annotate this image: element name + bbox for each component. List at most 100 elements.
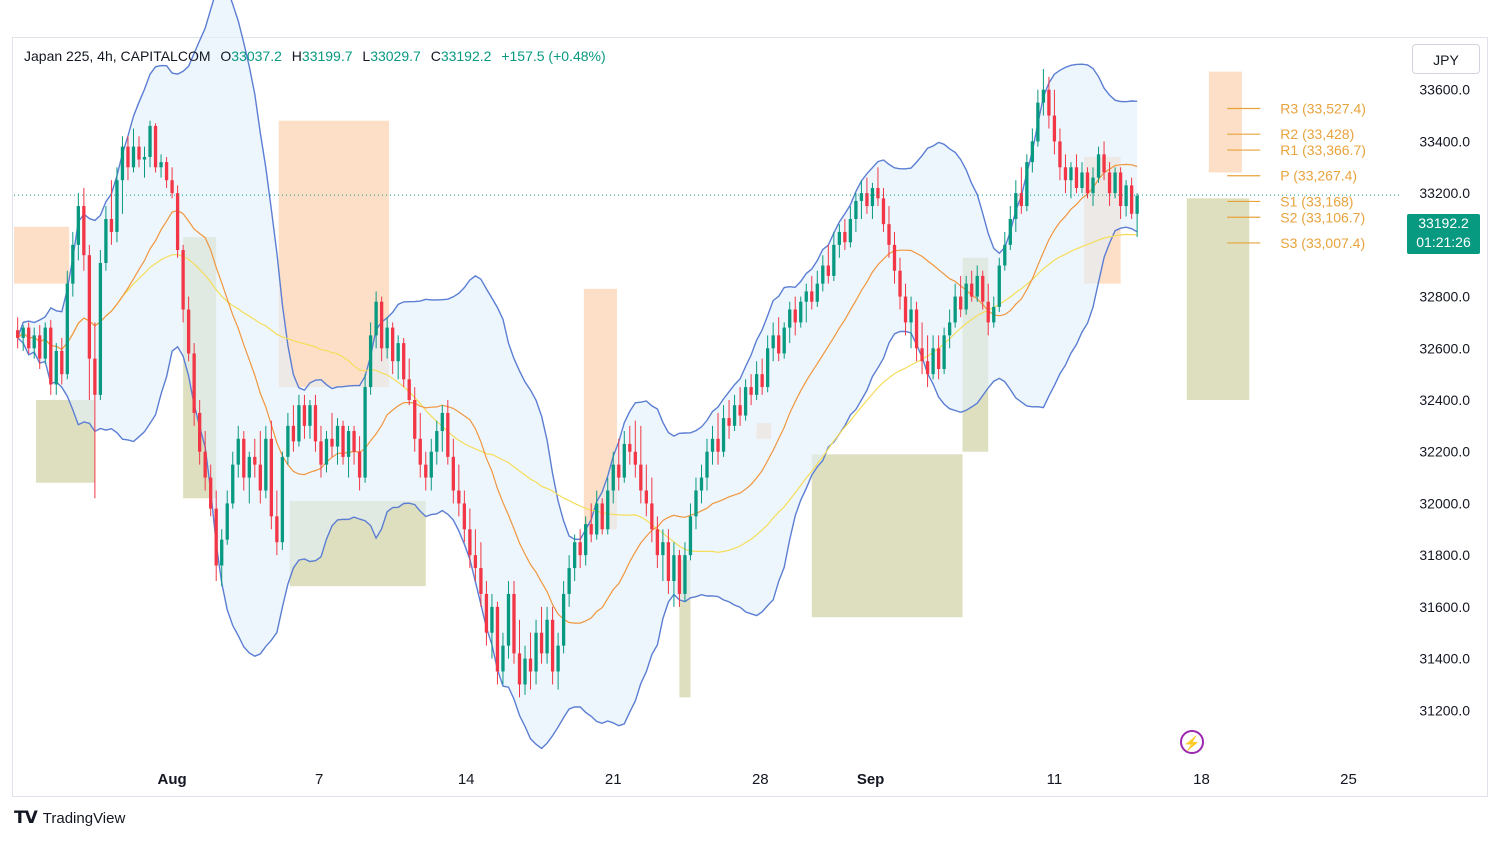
candle bbox=[109, 180, 114, 245]
candle-body bbox=[578, 542, 582, 556]
candle bbox=[98, 250, 103, 400]
candle bbox=[997, 257, 1001, 313]
candle-body bbox=[545, 619, 549, 654]
candle-body bbox=[804, 291, 808, 302]
candle-body bbox=[584, 524, 588, 556]
candle-body bbox=[528, 658, 533, 672]
candle bbox=[705, 438, 709, 491]
currency-button[interactable]: JPY bbox=[1412, 44, 1480, 74]
time-tick-label: Sep bbox=[857, 771, 885, 788]
candle bbox=[1080, 162, 1084, 194]
candle-body bbox=[148, 125, 152, 157]
candle bbox=[258, 431, 262, 504]
candle-body bbox=[1008, 219, 1012, 245]
candle-body bbox=[170, 180, 174, 194]
candle bbox=[313, 394, 318, 452]
candle-body bbox=[561, 593, 566, 646]
candle-body bbox=[198, 412, 202, 452]
candle bbox=[115, 167, 119, 243]
candle-body bbox=[865, 193, 869, 207]
candle bbox=[661, 529, 665, 581]
candle bbox=[925, 335, 930, 388]
lightning-icon[interactable]: ⚡ bbox=[1180, 730, 1204, 754]
candle-body bbox=[539, 632, 544, 654]
price-tick-label: 32200.0 bbox=[1419, 444, 1470, 460]
candle-body bbox=[341, 425, 345, 457]
candle-body bbox=[291, 425, 296, 442]
candle-body bbox=[799, 301, 803, 323]
last-price-tag: 33192.2 01:21:26 bbox=[1407, 214, 1480, 254]
candle-body bbox=[374, 301, 378, 336]
candle-body bbox=[54, 350, 58, 385]
candle-body bbox=[936, 348, 941, 369]
close-value: 33192.2 bbox=[440, 48, 492, 64]
candle-body bbox=[446, 412, 450, 457]
candle bbox=[159, 154, 163, 178]
candle-body bbox=[313, 405, 318, 442]
candle bbox=[429, 438, 433, 491]
candle bbox=[628, 425, 632, 465]
candle-body bbox=[512, 593, 516, 654]
candle bbox=[120, 136, 125, 214]
candle-body bbox=[87, 255, 92, 359]
candle-body bbox=[810, 291, 814, 302]
candle bbox=[76, 193, 80, 261]
candle-body bbox=[743, 387, 748, 416]
candle-body bbox=[153, 125, 158, 168]
time-tick-label: 25 bbox=[1340, 771, 1357, 788]
candle bbox=[501, 632, 505, 685]
candle bbox=[65, 270, 69, 380]
candle-body bbox=[242, 438, 246, 478]
candle-body bbox=[534, 632, 538, 672]
candle bbox=[1074, 154, 1079, 194]
candle bbox=[738, 387, 742, 426]
candle bbox=[275, 490, 279, 556]
bar-countdown: 01:21:26 bbox=[1416, 234, 1471, 250]
candle-body bbox=[484, 593, 489, 633]
chart-legend-header: Japan 225, 4h, CAPITALCOM O33037.2 H3319… bbox=[24, 48, 606, 64]
candle-body bbox=[330, 438, 334, 447]
candle-body bbox=[429, 451, 433, 478]
chart-frame bbox=[12, 37, 1488, 797]
supply-zone bbox=[1208, 71, 1242, 173]
change-value: +157.5 (+0.48%) bbox=[501, 48, 606, 64]
candle bbox=[451, 438, 455, 504]
tradingview-brand[interactable]: TV TradingView bbox=[14, 808, 125, 828]
candle bbox=[418, 412, 422, 478]
symbol-label[interactable]: Japan 225, 4h, CAPITALCOM bbox=[24, 48, 211, 64]
candle bbox=[964, 275, 968, 315]
candle bbox=[545, 606, 549, 664]
candle bbox=[198, 400, 202, 465]
candle-body bbox=[109, 219, 114, 232]
candle-body bbox=[661, 542, 665, 556]
candle bbox=[595, 490, 599, 540]
candle bbox=[330, 412, 334, 457]
candle-body bbox=[1113, 172, 1117, 194]
candle bbox=[550, 606, 555, 685]
candle bbox=[837, 224, 842, 258]
candle bbox=[517, 619, 522, 698]
demand-zone bbox=[679, 560, 691, 698]
candle bbox=[446, 400, 450, 465]
candle-body bbox=[451, 456, 455, 491]
candle-body bbox=[981, 275, 985, 302]
candle-body bbox=[848, 219, 853, 243]
candle-body bbox=[898, 270, 902, 297]
price-tick-label: 33400.0 bbox=[1419, 133, 1470, 149]
candle bbox=[881, 187, 886, 232]
candle-body bbox=[407, 379, 411, 400]
candle bbox=[352, 425, 356, 465]
candle bbox=[1063, 154, 1068, 194]
candle bbox=[1118, 167, 1123, 219]
candle-body bbox=[970, 283, 974, 297]
candle-body bbox=[793, 309, 797, 323]
candle bbox=[391, 322, 395, 375]
candle bbox=[357, 436, 362, 491]
candle bbox=[264, 425, 268, 499]
candle-body bbox=[1025, 162, 1029, 207]
candle-body bbox=[909, 309, 913, 323]
candle bbox=[650, 477, 654, 543]
candle bbox=[876, 167, 880, 207]
candle-body bbox=[209, 477, 213, 509]
